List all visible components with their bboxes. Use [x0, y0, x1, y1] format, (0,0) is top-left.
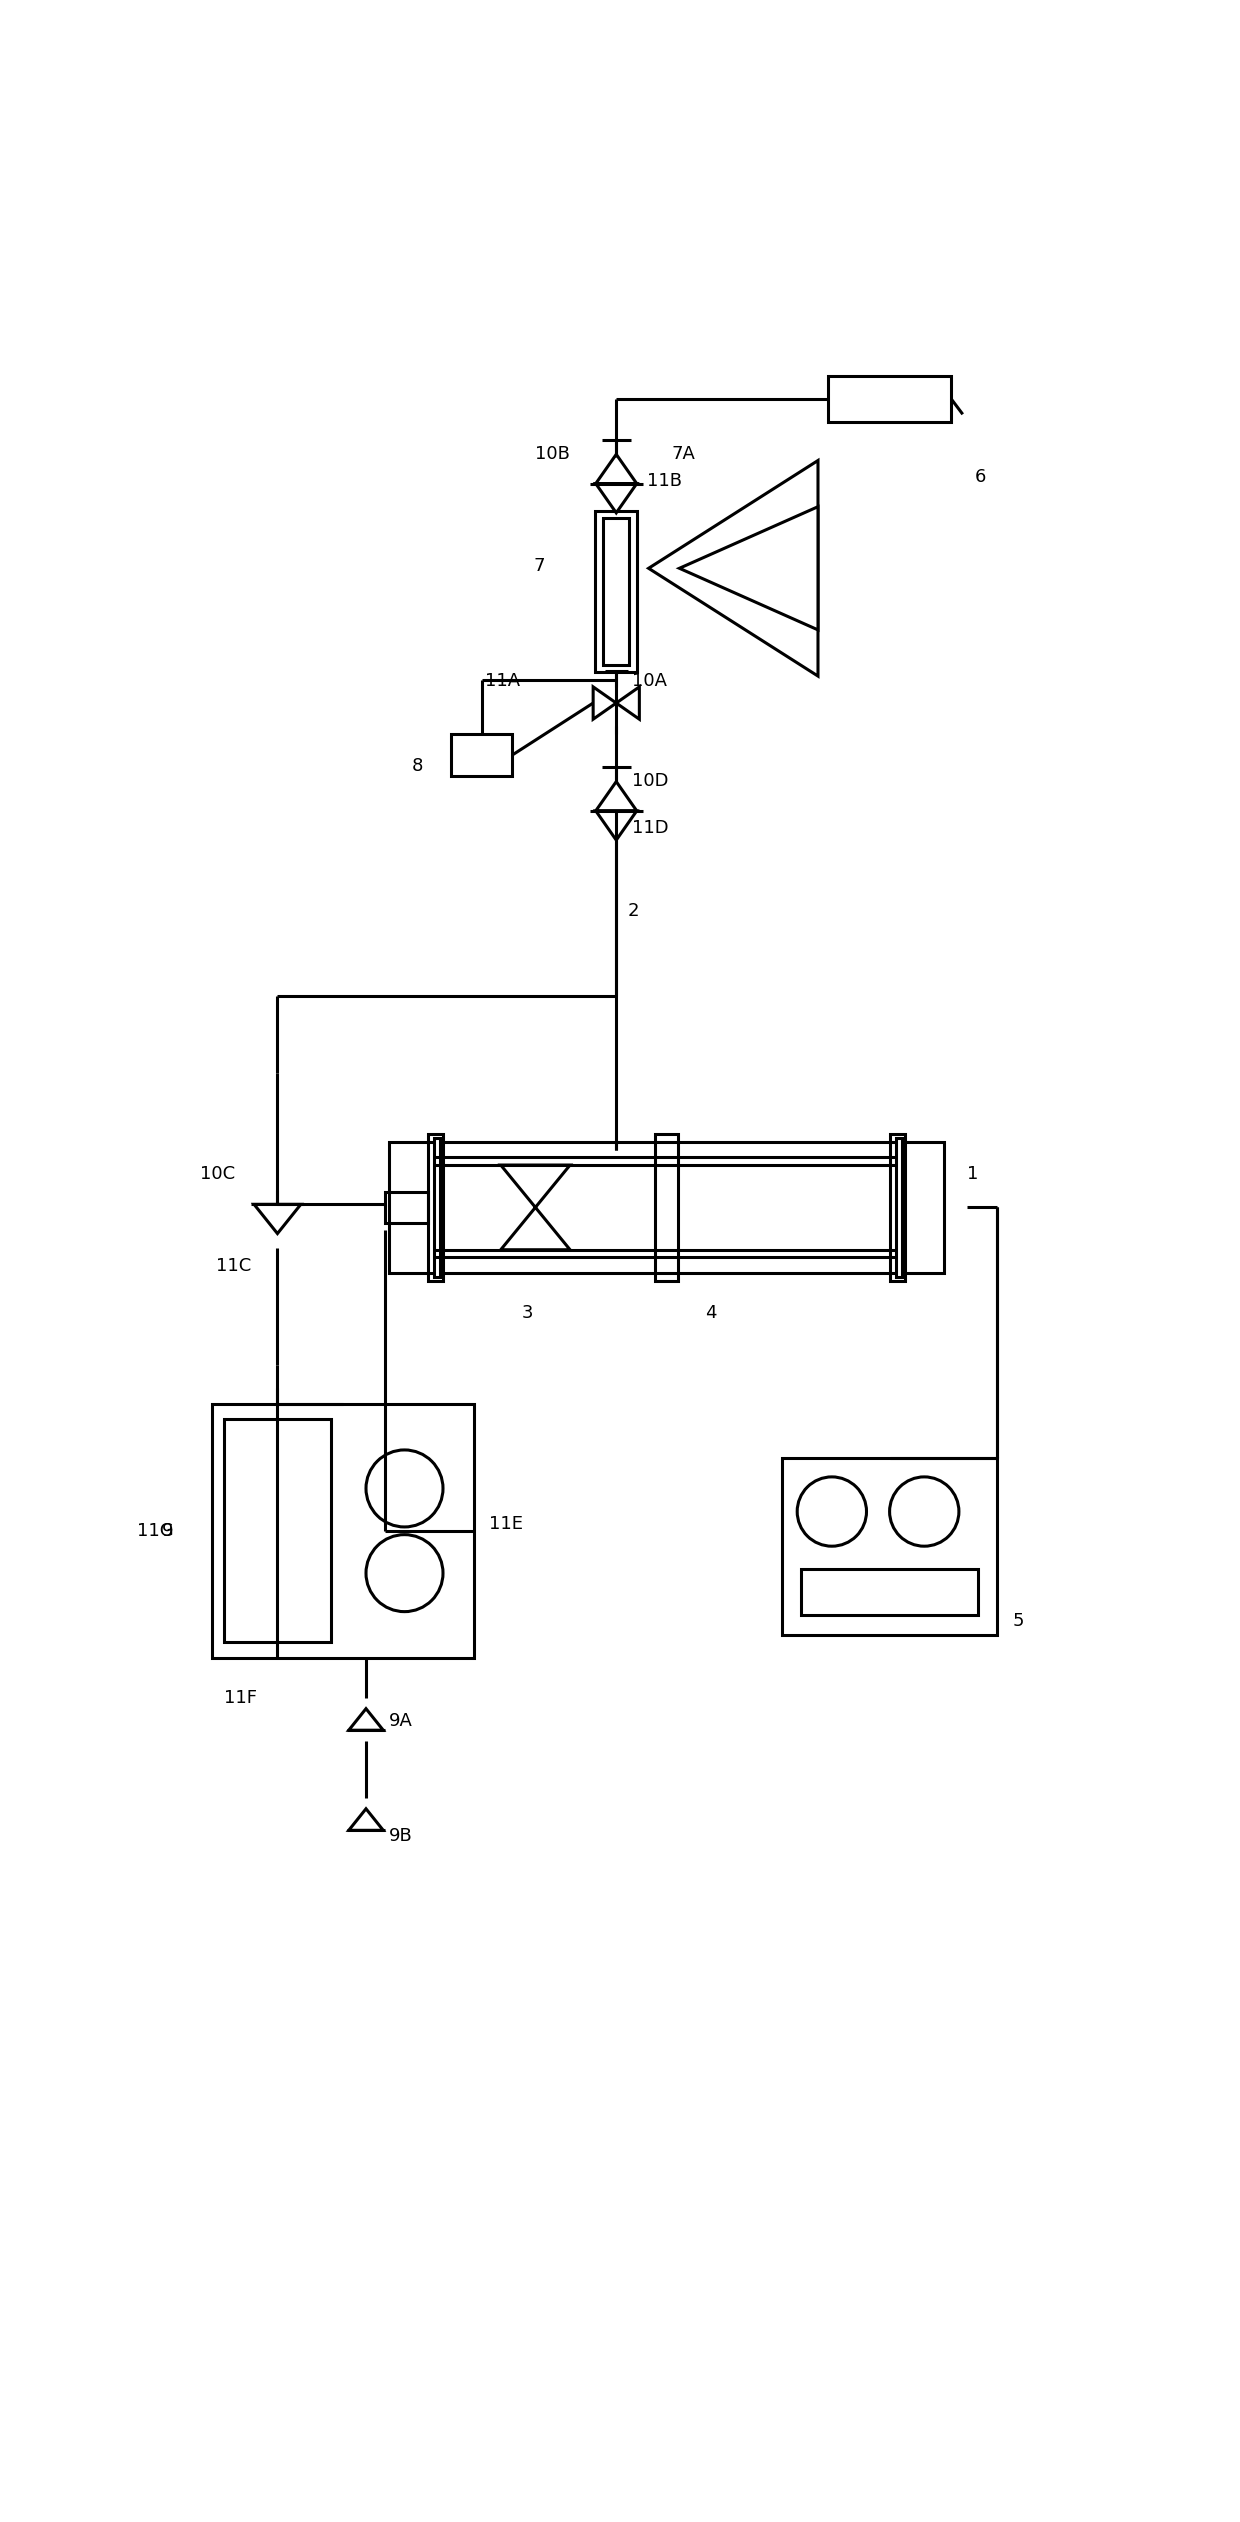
- Polygon shape: [348, 1808, 383, 1831]
- Bar: [434, 1137, 440, 1276]
- Text: 11D: 11D: [631, 820, 668, 837]
- Text: 10A: 10A: [631, 673, 667, 691]
- Bar: [386, 1193, 428, 1223]
- Bar: [428, 1135, 443, 1281]
- Bar: [223, 1420, 331, 1642]
- Text: 8: 8: [412, 757, 424, 774]
- Text: 11A: 11A: [485, 673, 521, 691]
- Bar: [655, 1135, 678, 1281]
- Text: 2: 2: [627, 903, 640, 921]
- Text: 11B: 11B: [647, 472, 682, 489]
- Bar: [595, 509, 637, 673]
- Polygon shape: [595, 812, 636, 840]
- Text: 7: 7: [534, 557, 546, 575]
- Text: 7A: 7A: [672, 444, 696, 464]
- Text: 11G: 11G: [136, 1521, 174, 1541]
- Text: 9: 9: [162, 1521, 174, 1541]
- Polygon shape: [595, 484, 636, 512]
- Text: 9A: 9A: [389, 1712, 413, 1730]
- Text: 10C: 10C: [201, 1165, 236, 1183]
- Text: 4: 4: [704, 1304, 717, 1322]
- Text: 10B: 10B: [536, 444, 570, 464]
- Bar: [389, 1142, 944, 1274]
- Bar: [828, 376, 951, 421]
- Polygon shape: [616, 686, 640, 719]
- Polygon shape: [593, 686, 616, 719]
- Bar: [212, 1405, 474, 1657]
- Bar: [781, 1458, 997, 1634]
- Bar: [801, 1569, 978, 1617]
- Text: 3: 3: [522, 1304, 533, 1322]
- Text: 11C: 11C: [216, 1258, 250, 1276]
- Text: 11E: 11E: [490, 1516, 523, 1533]
- Polygon shape: [680, 507, 818, 630]
- Polygon shape: [595, 454, 636, 484]
- Bar: [450, 734, 512, 777]
- Bar: [889, 1135, 905, 1281]
- Text: 6: 6: [975, 469, 986, 487]
- Bar: [603, 517, 630, 663]
- Text: 1: 1: [967, 1165, 978, 1183]
- Polygon shape: [649, 462, 818, 676]
- Text: 9B: 9B: [389, 1828, 413, 1846]
- Text: 11F: 11F: [223, 1690, 257, 1707]
- Polygon shape: [254, 1206, 301, 1233]
- Polygon shape: [501, 1165, 570, 1251]
- Text: 5: 5: [1013, 1612, 1024, 1629]
- Text: 10D: 10D: [631, 772, 668, 789]
- Polygon shape: [595, 782, 636, 812]
- Polygon shape: [348, 1710, 383, 1730]
- Bar: [895, 1137, 901, 1276]
